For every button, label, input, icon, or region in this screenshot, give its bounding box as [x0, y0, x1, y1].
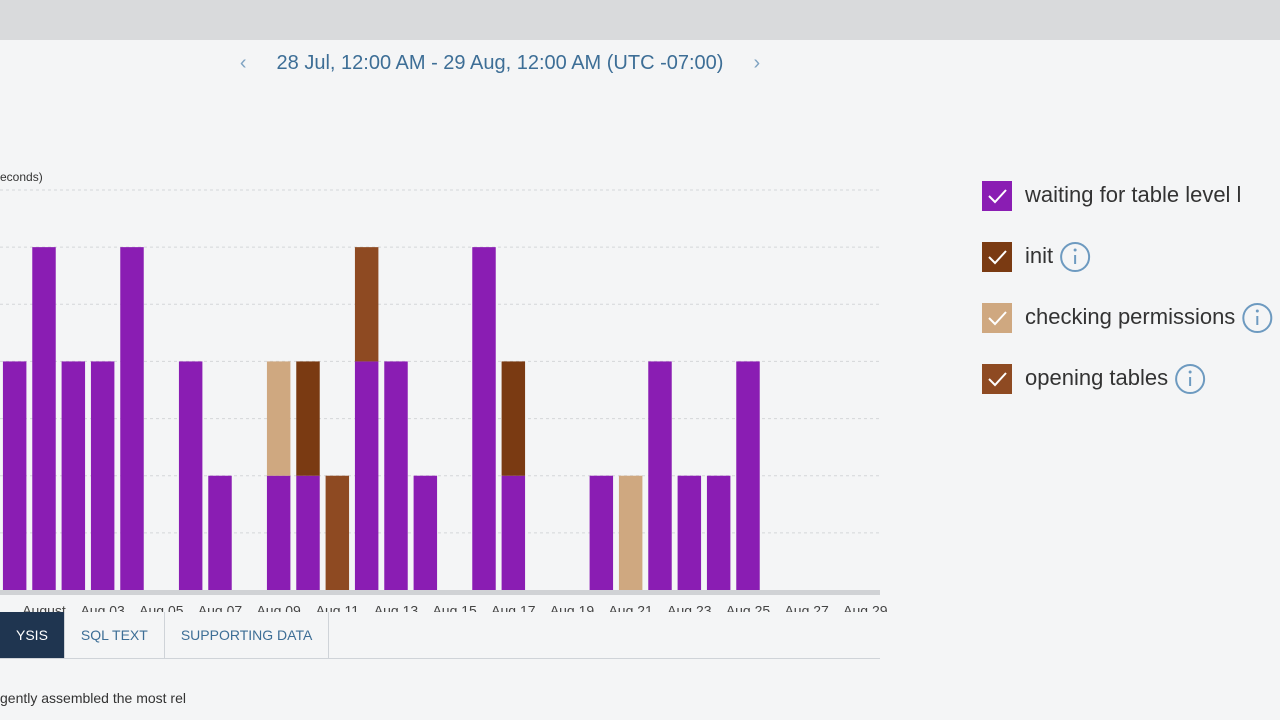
bar-segment — [296, 475, 320, 590]
bar-segment — [472, 247, 496, 590]
chart: econds) August Aug 03 Aug 05 Aug 07 Aug 09 Au… — [0, 170, 1273, 612]
bar-segment — [384, 361, 408, 590]
bar-segment — [2, 361, 27, 590]
x-tick-label: Aug 29 — [843, 603, 888, 612]
bar-segment — [706, 475, 731, 590]
date-range: ‹ 28 Jul, 12:00 AM - 29 Aug, 12:00 AM (UT… — [0, 52, 1000, 75]
legend-swatch — [982, 242, 1012, 272]
prev-button[interactable]: ‹ — [239, 52, 247, 74]
legend-label: waiting for table level l — [1024, 182, 1241, 207]
x-axis — [0, 590, 880, 595]
bar-segment — [501, 475, 526, 590]
x-tick-label: Aug 19 — [550, 603, 595, 612]
x-tick-label: Aug 27 — [784, 603, 829, 612]
info-icon-dot — [1255, 309, 1259, 313]
x-tick-label: Aug 13 — [374, 603, 419, 612]
x-tick-label: Aug 21 — [608, 603, 653, 612]
info-icon — [1242, 303, 1273, 333]
legend-label: opening tables — [1025, 365, 1168, 390]
info-icon — [1060, 242, 1091, 272]
bar-segment — [32, 247, 56, 590]
bar-segment — [354, 361, 379, 590]
bar-segment — [266, 361, 291, 476]
x-tick-label: Aug 23 — [667, 603, 712, 612]
bar-segment — [354, 247, 379, 362]
x-tick-label: Aug 07 — [198, 603, 243, 612]
y-axis-label: econds) — [0, 170, 43, 184]
bar-segment — [677, 475, 702, 590]
x-tick-label: Aug 15 — [432, 603, 477, 612]
x-tick-label: Aug 03 — [80, 603, 125, 612]
info-icon-dot — [1073, 248, 1077, 252]
tab[interactable]: SUPPORTING DATA — [165, 612, 330, 658]
x-tick-label: Aug 17 — [491, 603, 536, 612]
bar-segment — [61, 361, 86, 590]
top-bar — [0, 0, 1280, 40]
legend-check — [988, 311, 1007, 326]
x-tick-label: Aug 09 — [256, 603, 301, 612]
bar-segment — [648, 361, 672, 590]
tab[interactable]: SQL TEXT — [65, 612, 165, 658]
bar-segment — [501, 361, 526, 476]
bar-segment — [208, 475, 232, 590]
info-icon-dot — [1188, 370, 1192, 374]
x-tick-label: Aug 11 — [316, 603, 360, 612]
legend-label: init — [1025, 243, 1053, 268]
next-button[interactable]: › — [753, 52, 761, 74]
tab[interactable]: YSIS — [0, 612, 65, 658]
bar-segment — [589, 475, 614, 590]
info-icon — [1175, 364, 1206, 394]
bar-segment — [120, 247, 144, 590]
tab-bar: YSIS SQL TEXT SUPPORTING DATA — [0, 612, 880, 659]
bar-segment — [325, 475, 350, 590]
bar-segment — [413, 475, 438, 590]
legend-swatch — [982, 364, 1012, 394]
bar-segment — [618, 475, 643, 590]
legend-label: checking permissions — [1025, 304, 1235, 329]
bar-segment — [736, 361, 760, 590]
bar-segment — [296, 361, 320, 476]
legend-check — [988, 189, 1007, 204]
legend-check — [988, 372, 1007, 387]
body-text: gently assembled the most rel — [0, 690, 186, 706]
x-tick-label: Aug 25 — [726, 603, 771, 612]
bar-segment — [178, 361, 203, 590]
x-tick-label: August — [22, 603, 66, 612]
bar-segment — [90, 361, 115, 590]
bar-segment — [266, 475, 291, 590]
x-tick-label: Aug 05 — [139, 603, 184, 612]
legend-swatch — [982, 181, 1012, 211]
legend-swatch — [982, 303, 1012, 333]
range-text: 28 Jul, 12:00 AM - 29 Aug, 12:00 AM (UTC… — [276, 52, 724, 74]
legend-check — [988, 250, 1007, 265]
